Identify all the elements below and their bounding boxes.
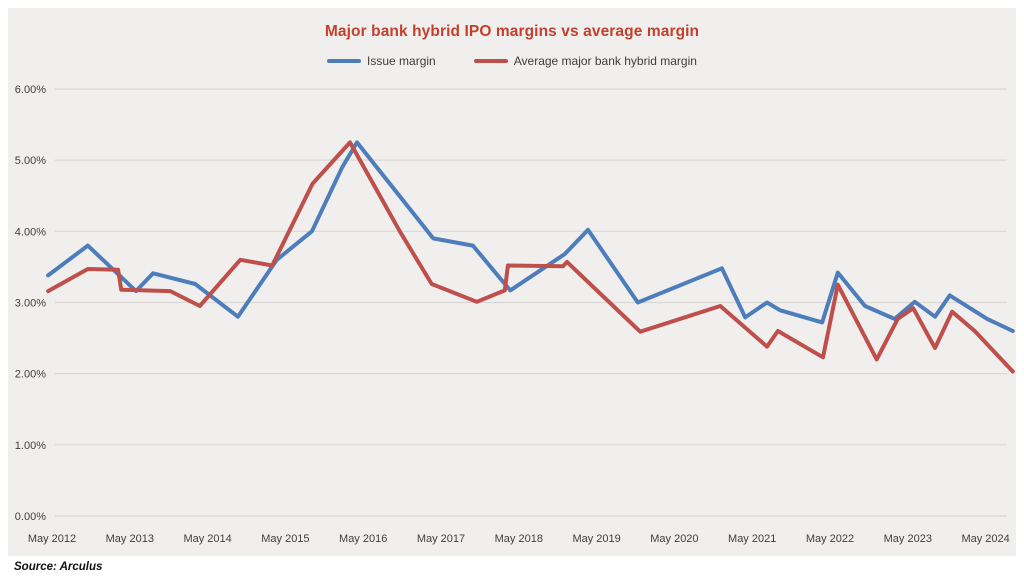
series-line-issue-margin: [46, 140, 1015, 333]
chart-svg: 0.00% 1.00% 2.00% 3.00% 4.00% 5.00% 6.00% May 2…: [15, 84, 1015, 545]
x-axis-tick-label: May 2018: [495, 533, 543, 545]
x-axis-tick-label: May 2022: [806, 533, 854, 545]
y-axis-tick-label: 3.00%: [15, 297, 46, 309]
x-axis-tick-label: May 2015: [261, 533, 309, 545]
chart-panel: 0.00% 1.00% 2.00% 3.00% 4.00% 5.00% 6.00% May 2…: [8, 8, 1016, 556]
x-axis-tick-label: May 2014: [183, 533, 231, 545]
x-axis-tick-label: May 2013: [106, 533, 154, 545]
x-axis-tick-label: May 2012: [28, 533, 76, 545]
chart-header: Major bank hybrid IPO margins vs average…: [8, 8, 1016, 68]
legend-label-average-margin: Average major bank hybrid margin: [513, 54, 697, 68]
legend-swatch-average-margin: [473, 59, 508, 63]
x-axis-tick-label: May 2017: [417, 533, 465, 545]
x-axis-tick-label: May 2024: [961, 533, 1009, 545]
source-note: Source: Arculus: [14, 561, 103, 573]
y-axis-tick-label: 6.00%: [15, 84, 46, 96]
y-axis-tick-label: 5.00%: [15, 155, 46, 167]
chart-legend: Issue margin Average major bank hybrid m…: [8, 54, 1016, 68]
x-axis-tick-label: May 2021: [728, 533, 776, 545]
legend-item-issue-margin: Issue margin: [327, 54, 436, 68]
x-axis-tick-label: May 2019: [572, 533, 620, 545]
y-axis-tick-label: 0.00%: [15, 511, 46, 523]
x-axis-tick-label: May 2023: [884, 533, 932, 545]
chart-title: Major bank hybrid IPO margins vs average…: [324, 23, 700, 40]
y-axis-tick-label: 1.00%: [15, 440, 46, 452]
legend-item-average-margin: Average major bank hybrid margin: [473, 54, 697, 68]
legend-swatch-issue-margin: [327, 59, 362, 63]
legend-label-issue-margin: Issue margin: [367, 54, 436, 68]
y-axis-tick-label: 4.00%: [15, 226, 46, 238]
series-line-average-margin: [46, 140, 1015, 374]
x-axis-tick-label: May 2020: [650, 533, 698, 545]
y-axis-tick-label: 2.00%: [15, 369, 46, 381]
x-axis-tick-label: May 2016: [339, 533, 387, 545]
